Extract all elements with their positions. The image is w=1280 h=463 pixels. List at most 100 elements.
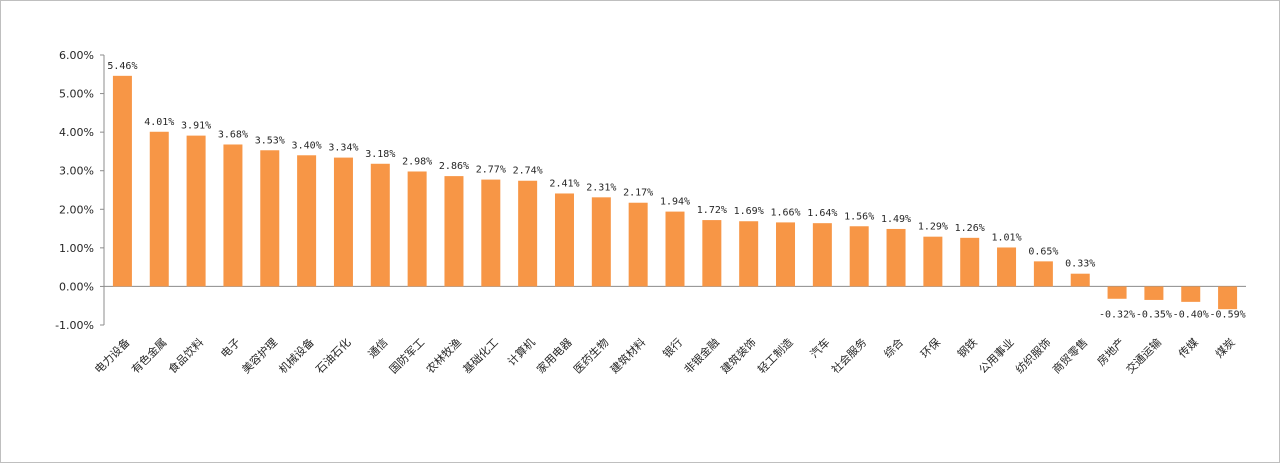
data-label: 3.53% xyxy=(255,135,285,146)
category-label: 公用事业 xyxy=(976,336,1016,376)
data-label: 1.94% xyxy=(660,197,690,208)
data-label: 4.01% xyxy=(144,117,174,128)
category-label: 基础化工 xyxy=(460,335,501,376)
category-label: 纺织服饰 xyxy=(1012,335,1053,376)
bar xyxy=(186,135,206,287)
data-label: 2.41% xyxy=(549,178,579,189)
category-label: 电子 xyxy=(218,336,243,361)
data-label: 2.77% xyxy=(476,165,506,176)
y-tick-label: -1.00% xyxy=(55,319,94,332)
category-label: 房地产 xyxy=(1094,335,1127,368)
data-label: -0.59% xyxy=(1210,309,1246,320)
category-label: 食品饮料 xyxy=(165,335,206,376)
category-label: 机械设备 xyxy=(276,335,317,376)
data-label: 1.66% xyxy=(770,207,800,218)
data-label: 3.34% xyxy=(328,143,358,154)
category-label: 汽车 xyxy=(807,335,832,360)
bar xyxy=(370,163,390,287)
category-label: 传媒 xyxy=(1176,336,1201,361)
category-label: 环保 xyxy=(918,335,943,360)
bar xyxy=(1033,261,1053,287)
bar xyxy=(1107,286,1127,299)
data-label: 1.56% xyxy=(844,211,874,222)
bar xyxy=(1181,286,1201,302)
bar xyxy=(444,176,464,287)
data-label: 1.69% xyxy=(734,206,764,217)
data-label: 1.26% xyxy=(955,223,985,234)
data-label: 1.49% xyxy=(881,214,911,225)
data-label: 2.86% xyxy=(439,161,469,172)
bar xyxy=(849,226,869,287)
data-label: 3.18% xyxy=(365,149,395,160)
category-label: 商贸零售 xyxy=(1049,335,1090,376)
category-label: 社会服务 xyxy=(828,335,869,376)
data-label: 1.29% xyxy=(918,222,948,233)
category-label: 有色金属 xyxy=(128,335,169,376)
category-label: 交通运输 xyxy=(1123,335,1164,376)
bar xyxy=(260,150,280,287)
category-label: 电力设备 xyxy=(92,335,133,376)
y-tick-label: 5.00% xyxy=(59,88,94,101)
category-label: 建筑材料 xyxy=(607,335,648,376)
data-label: 2.31% xyxy=(586,182,616,193)
category-label: 建筑装饰 xyxy=(718,335,759,376)
data-label: 2.74% xyxy=(513,166,543,177)
category-label: 美容护理 xyxy=(239,335,280,376)
bar xyxy=(1070,273,1090,287)
data-label: 1.64% xyxy=(807,208,837,219)
y-tick-label: 1.00% xyxy=(59,242,94,255)
category-label: 银行 xyxy=(660,335,685,360)
category-label: 煤炭 xyxy=(1213,336,1238,361)
bar xyxy=(333,157,353,287)
bar xyxy=(886,228,906,287)
category-label: 轻工制造 xyxy=(755,335,796,376)
data-label: 3.91% xyxy=(181,121,211,132)
bar xyxy=(554,193,574,287)
y-tick-label: 3.00% xyxy=(59,165,94,178)
data-label: 1.01% xyxy=(991,232,1021,243)
data-label: 3.68% xyxy=(218,129,248,140)
bar xyxy=(923,236,943,287)
data-label: 1.72% xyxy=(697,205,727,216)
data-label: -0.40% xyxy=(1173,309,1209,320)
bar xyxy=(628,202,648,287)
bar xyxy=(223,144,243,287)
bar xyxy=(481,179,501,287)
category-label: 医药生物 xyxy=(570,335,611,376)
category-label: 综合 xyxy=(881,335,906,360)
category-label: 通信 xyxy=(366,336,391,361)
category-label: 计算机 xyxy=(505,335,538,368)
data-label: 0.33% xyxy=(1065,259,1095,270)
data-label: -0.32% xyxy=(1099,309,1135,320)
category-label: 家用电器 xyxy=(534,335,575,376)
data-label: 5.46% xyxy=(107,61,137,72)
bar xyxy=(591,197,611,287)
bar xyxy=(812,223,832,287)
bar xyxy=(149,131,169,287)
data-label: 3.40% xyxy=(292,140,322,151)
bar xyxy=(665,211,685,287)
category-label: 石油石化 xyxy=(313,335,354,376)
bar xyxy=(407,171,427,287)
category-label: 国防军工 xyxy=(386,335,427,376)
data-label: 0.65% xyxy=(1028,246,1058,257)
data-label: 2.17% xyxy=(623,188,653,199)
y-tick-label: 6.00% xyxy=(59,49,94,62)
y-tick-label: 2.00% xyxy=(59,203,94,216)
category-label: 非银金融 xyxy=(681,335,722,376)
bar xyxy=(776,222,796,287)
bar xyxy=(112,75,132,287)
bar xyxy=(1144,286,1164,300)
bar xyxy=(702,220,722,287)
bar xyxy=(1218,286,1238,310)
bar xyxy=(518,180,538,287)
data-label: -0.35% xyxy=(1136,309,1172,320)
y-tick-label: 0.00% xyxy=(59,280,94,293)
category-label: 钢铁 xyxy=(955,336,980,361)
data-label: 2.98% xyxy=(402,156,432,167)
bar xyxy=(997,247,1017,287)
bar xyxy=(297,155,317,287)
bar xyxy=(739,221,759,287)
y-tick-label: 4.00% xyxy=(59,126,94,139)
